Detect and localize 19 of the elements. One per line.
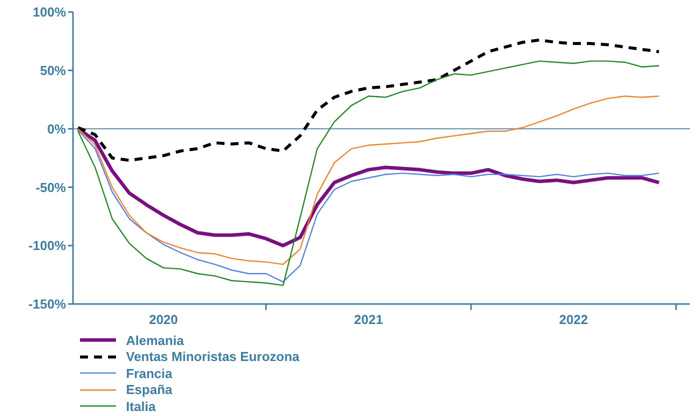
x-tick-label: 2021 [354, 312, 383, 327]
line-series [77, 60, 660, 286]
y-tick-label: -50% [36, 180, 66, 195]
line-series [77, 95, 660, 265]
line-series [76, 38, 660, 162]
y-tick-label: 100% [32, 4, 66, 20]
legend-label: España [126, 382, 172, 398]
y-tick-label: -100% [28, 238, 66, 254]
legend-label: Francia [126, 366, 172, 381]
y-tick-label: -150% [28, 296, 66, 312]
legend-label: Italia [126, 398, 156, 414]
y-tick-label: 0% [47, 121, 66, 136]
line-series [76, 127, 661, 248]
legend-label: Alemania [126, 332, 184, 348]
x-tick-label: 2022 [559, 312, 588, 327]
y-tick-label: 50% [40, 63, 66, 78]
legend-label: Ventas Minoristas Eurozona [126, 349, 300, 364]
x-tick-label: 2020 [148, 312, 178, 327]
line-series [77, 129, 660, 282]
